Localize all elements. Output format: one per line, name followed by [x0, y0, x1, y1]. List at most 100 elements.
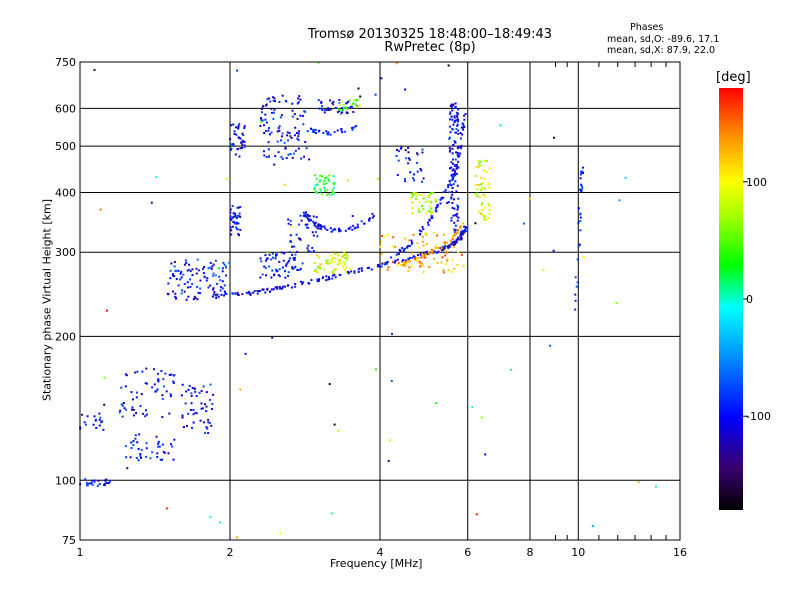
data-point	[280, 251, 283, 254]
data-point	[452, 143, 455, 146]
data-point	[418, 201, 421, 204]
data-point	[278, 125, 281, 128]
data-point	[484, 159, 487, 162]
data-point	[407, 257, 410, 260]
data-point	[274, 155, 277, 158]
data-point	[395, 62, 398, 65]
data-point	[283, 141, 286, 144]
data-point	[222, 261, 225, 264]
data-point	[125, 456, 128, 459]
data-point	[191, 426, 194, 429]
data-point	[230, 233, 233, 236]
data-point	[418, 260, 421, 263]
data-point	[339, 259, 342, 262]
data-point	[282, 266, 285, 269]
data-point	[417, 210, 420, 213]
data-point	[579, 229, 582, 232]
data-point	[423, 253, 426, 256]
data-point	[445, 242, 448, 245]
x-tick-label: 1	[77, 546, 84, 559]
data-point	[235, 133, 238, 136]
data-point	[401, 247, 404, 250]
data-point	[447, 246, 450, 249]
data-point	[464, 226, 467, 229]
data-point	[430, 215, 433, 218]
data-point	[284, 285, 287, 288]
data-point	[352, 224, 355, 227]
data-point	[429, 212, 432, 215]
data-point	[278, 129, 281, 132]
data-point	[190, 392, 193, 395]
data-point	[297, 97, 300, 100]
data-point	[235, 536, 238, 539]
data-point	[134, 434, 137, 437]
data-point	[300, 157, 303, 160]
data-point	[411, 241, 414, 244]
data-point	[197, 291, 200, 294]
data-point	[410, 265, 413, 268]
data-point	[170, 443, 173, 446]
data-point	[341, 111, 344, 114]
data-point	[456, 113, 459, 116]
data-point	[327, 278, 330, 281]
data-point	[276, 286, 279, 289]
data-point	[144, 382, 147, 385]
data-point	[172, 380, 175, 383]
data-point	[404, 180, 407, 183]
data-point	[331, 193, 334, 196]
data-point	[462, 128, 465, 131]
data-point	[207, 421, 210, 424]
data-point	[295, 233, 298, 236]
data-point	[207, 418, 210, 421]
data-point	[310, 279, 313, 282]
data-point	[338, 230, 341, 233]
data-point	[265, 259, 268, 262]
data-point	[217, 267, 220, 270]
data-point	[306, 130, 309, 133]
data-point	[315, 225, 318, 228]
data-point	[418, 256, 421, 259]
data-point	[323, 111, 326, 114]
data-point	[96, 484, 99, 487]
data-point	[183, 290, 186, 293]
data-point	[448, 147, 451, 150]
data-point	[264, 104, 267, 107]
data-point	[345, 102, 348, 105]
data-point	[326, 188, 329, 191]
data-point	[463, 228, 466, 231]
data-point	[442, 269, 445, 272]
data-point	[186, 281, 189, 284]
data-point	[145, 413, 148, 416]
data-point	[237, 136, 240, 139]
data-point	[426, 221, 429, 224]
data-point	[456, 165, 459, 168]
data-point	[328, 174, 331, 177]
data-point	[270, 131, 273, 134]
data-point	[237, 228, 240, 231]
data-point	[304, 223, 307, 226]
data-point	[577, 245, 580, 248]
data-point	[416, 254, 419, 257]
data-point	[451, 177, 454, 180]
data-point	[388, 439, 391, 442]
data-point	[199, 419, 202, 422]
data-point	[141, 370, 144, 373]
y-tick-label: 600	[55, 102, 76, 115]
data-point	[229, 148, 232, 151]
data-point	[231, 292, 234, 295]
data-point	[281, 94, 284, 97]
data-point	[432, 250, 435, 253]
data-point	[181, 414, 184, 417]
data-point	[223, 263, 226, 266]
data-point	[103, 484, 106, 487]
data-point	[457, 251, 460, 254]
data-point	[313, 262, 316, 265]
data-point	[92, 423, 95, 426]
data-point	[157, 440, 160, 443]
data-point	[94, 418, 97, 421]
data-point	[229, 211, 232, 214]
data-point	[241, 140, 244, 143]
data-point	[336, 129, 339, 132]
data-point	[404, 265, 407, 268]
data-point	[412, 233, 415, 236]
